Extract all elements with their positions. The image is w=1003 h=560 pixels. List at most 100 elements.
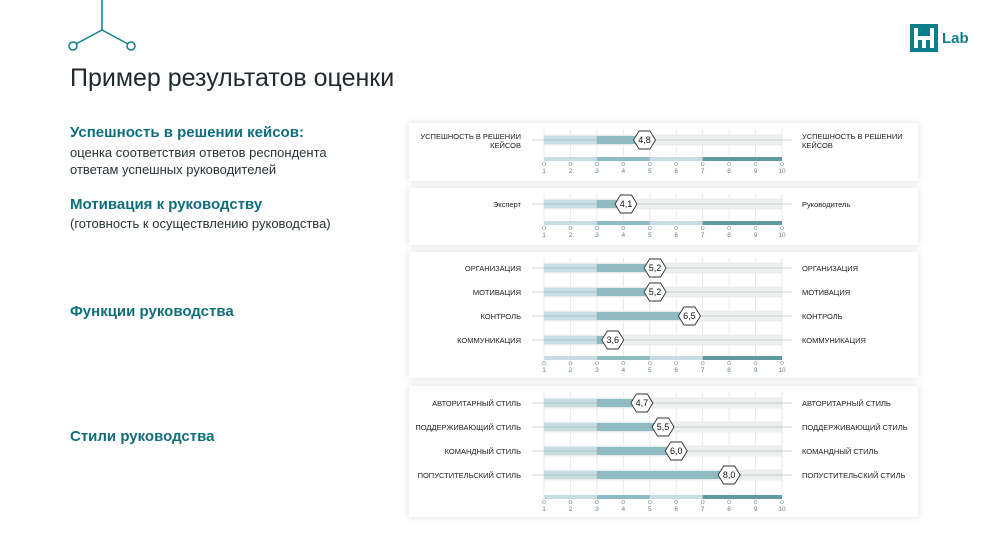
tick-label: 4: [622, 506, 626, 513]
tick-mark: [568, 162, 573, 166]
row-label-left: ПОПУСТИТЕЛЬСКИЙ СТИЛЬ: [418, 471, 521, 480]
tick-label: 7: [701, 367, 705, 374]
row-label-left: МОТИВАЦИЯ: [473, 288, 521, 297]
tick-label: 6: [674, 168, 678, 175]
value-marker: [614, 194, 638, 214]
tick-label: 8: [727, 367, 731, 374]
tick-label: 7: [701, 168, 705, 175]
row-label-left: ПОДДЕРЖИВАЮЩИЙ СТИЛЬ: [415, 423, 521, 432]
tick-label: 4: [622, 168, 626, 175]
brand-logo: Lab: [910, 24, 969, 52]
section-subtitle-cases-1: оценка соответствия ответов респондента: [70, 145, 327, 160]
row-label-right: Руководитель: [802, 200, 850, 209]
row-label-right: КОМАНДНЫЙ СТИЛЬ: [802, 447, 878, 456]
tick-label: 6: [674, 506, 678, 513]
tick-label: 5: [648, 168, 652, 175]
scale-band: [596, 495, 650, 499]
tick-mark: [568, 226, 573, 230]
value-label: 5,5: [657, 422, 670, 432]
value-marker: [601, 330, 625, 350]
chart-styles: 4,7 АВТОРИТАРНЫЙ СТИЛЬ АВТОРИТАРНЫЙ СТИЛЬ 5…: [415, 392, 908, 513]
tick-label: 3: [595, 232, 599, 239]
tick-label: 9: [754, 367, 758, 374]
value-label: 6,5: [683, 311, 696, 321]
tick-mark: [542, 500, 546, 504]
row-label-left: КОНТРОЛЬ: [480, 312, 521, 321]
tick-label: 2: [569, 168, 573, 175]
page-title: Пример результатов оценки: [70, 64, 395, 92]
tick-label: 10: [778, 367, 786, 374]
row-label-right: АВТОРИТАРНЫЙ СТИЛЬ: [802, 399, 891, 408]
tick-label: 7: [701, 506, 705, 513]
row-label-right: КОММУНИКАЦИЯ: [802, 336, 866, 345]
tick-mark: [674, 162, 679, 166]
value-marker: [717, 465, 741, 485]
value-marker: [643, 282, 667, 302]
tick-mark: [595, 162, 599, 166]
tick-label: 2: [569, 232, 573, 239]
tick-mark: [621, 500, 626, 504]
chart-panel-cases: 4,8 УСПЕШНОСТЬ В РЕШЕНИИ КЕЙСОВ УСПЕШНОСТЬ …: [409, 123, 918, 181]
scale-band: [702, 221, 782, 225]
value-label: 6,0: [670, 446, 683, 456]
value-label: 8,0: [723, 470, 736, 480]
value-label: 3,6: [606, 335, 619, 345]
scale-bar: [544, 356, 782, 360]
chart-cases: 4,8 УСПЕШНОСТЬ В РЕШЕНИИ КЕЙСОВ УСПЕШНОСТЬ …: [420, 129, 903, 175]
tick-label: 1: [542, 506, 546, 513]
chart-panel-motivation: 4,1 Эксперт Руководитель 1 2 3 4 5 6 7 8 9 10: [409, 188, 918, 245]
chart-panel-functions: 5,2 ОРГАНИЗАЦИЯ ОРГАНИЗАЦИЯ 5,2 МОТИВАЦИЯ МОТ…: [409, 252, 918, 378]
tick-label: 8: [727, 506, 731, 513]
tick-mark: [780, 226, 784, 230]
tick-mark: [595, 500, 599, 504]
row-label-left: Эксперт: [493, 200, 522, 209]
brand-text: Lab: [942, 29, 969, 47]
scale-band: [596, 221, 650, 225]
value-marker: [664, 441, 688, 461]
tick-label: 2: [569, 506, 573, 513]
value-marker: [643, 258, 667, 278]
tick-mark: [727, 226, 731, 230]
tick-mark: [753, 162, 758, 166]
row-label-right: ПОДДЕРЖИВАЮЩИЙ СТИЛЬ: [802, 423, 908, 432]
tick-label: 4: [622, 232, 626, 239]
tick-label: 1: [542, 232, 546, 239]
chart-motivation: 4,1 Эксперт Руководитель 1 2 3 4 5 6 7 8 9 10: [493, 194, 850, 239]
tick-mark: [700, 361, 705, 365]
section-title-motivation: Мотивация к руководству: [70, 196, 263, 213]
tick-label: 9: [754, 232, 758, 239]
tick-label: 6: [674, 232, 678, 239]
value-marker: [632, 130, 657, 150]
tick-mark: [542, 361, 546, 365]
value-label: 4,1: [620, 199, 633, 209]
scale-bar: [544, 221, 782, 225]
tick-label: 1: [542, 168, 546, 175]
tick-label: 5: [648, 506, 652, 513]
tick-label: 10: [778, 232, 786, 239]
tick-label: 10: [778, 168, 786, 175]
row-label-right: МОТИВАЦИЯ: [802, 288, 850, 297]
value-marker: [677, 306, 701, 326]
tick-label: 2: [569, 367, 573, 374]
tick-label: 1: [542, 367, 546, 374]
scale-band: [702, 495, 782, 499]
section-title-cases: Успешность в решении кейсов:: [70, 124, 304, 141]
section-title-styles: Стили руководства: [70, 428, 215, 445]
tick-mark: [700, 226, 705, 230]
tick-mark: [753, 226, 758, 230]
row-label-right: КОНТРОЛЬ: [802, 312, 843, 321]
tick-mark: [647, 361, 652, 365]
scale-bar: [544, 157, 782, 161]
chart-functions: 5,2 ОРГАНИЗАЦИЯ ОРГАНИЗАЦИЯ 5,2 МОТИВАЦИЯ МОТ…: [457, 258, 866, 374]
tick-mark: [780, 361, 784, 365]
tick-mark: [621, 361, 626, 365]
tick-label: 8: [727, 232, 731, 239]
tick-mark: [674, 500, 679, 504]
tick-mark: [753, 361, 758, 365]
tick-mark: [568, 361, 573, 365]
tick-label: 10: [778, 506, 786, 513]
tick-mark: [753, 500, 758, 504]
value-marker: [651, 417, 675, 437]
tick-mark: [727, 162, 731, 166]
tick-mark: [727, 361, 731, 365]
